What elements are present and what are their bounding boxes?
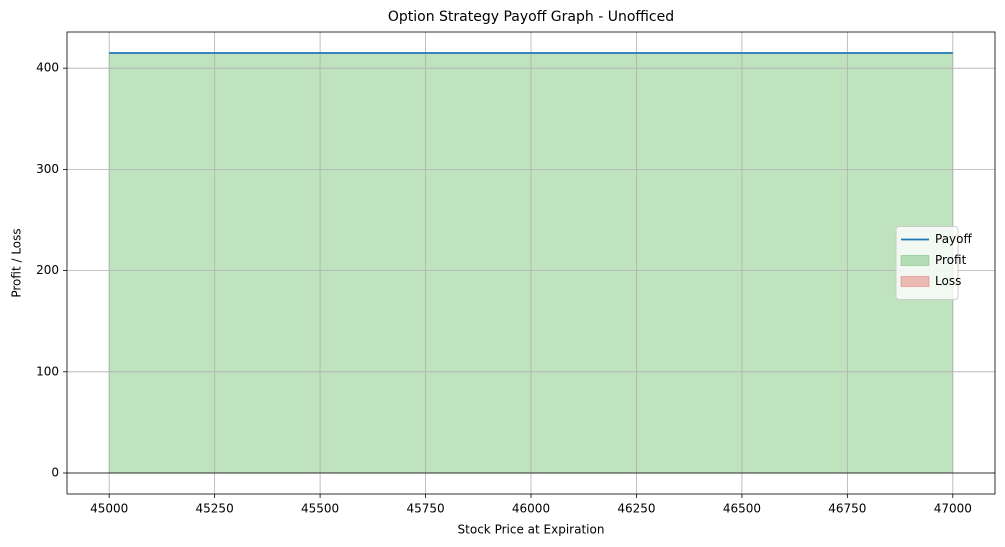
x-tick-label: 45750 [406, 502, 444, 516]
y-axis-label: Profit / Loss [10, 228, 24, 297]
x-axis-label: Stock Price at Expiration [458, 523, 605, 537]
legend-label: Payoff [935, 232, 972, 246]
legend-label: Profit [935, 253, 967, 267]
x-tick-label: 45500 [301, 502, 339, 516]
chart-title: Option Strategy Payoff Graph - Unofficed [388, 9, 674, 25]
legend-box [895, 226, 959, 300]
x-tick-label: 46250 [617, 502, 655, 516]
legend: Payoff Profit Loss [895, 226, 972, 300]
x-tick-label: 45000 [90, 502, 128, 516]
x-tick-label: 45250 [196, 502, 234, 516]
legend-patch [900, 276, 930, 287]
legend-patch [900, 255, 930, 266]
y-tick-label: 400 [36, 61, 59, 75]
x-tick-label: 46000 [512, 502, 550, 516]
y-tick-label: 0 [51, 466, 59, 480]
plot-frame [66, 31, 996, 495]
x-tick-label: 47000 [934, 502, 972, 516]
y-tick-label: 300 [36, 162, 59, 176]
x-tick-label: 46500 [723, 502, 761, 516]
legend-label: Loss [935, 274, 961, 288]
y-tick-label: 100 [36, 364, 59, 378]
x-tick-label: 46750 [828, 502, 866, 516]
y-tick-label: 200 [36, 263, 59, 277]
